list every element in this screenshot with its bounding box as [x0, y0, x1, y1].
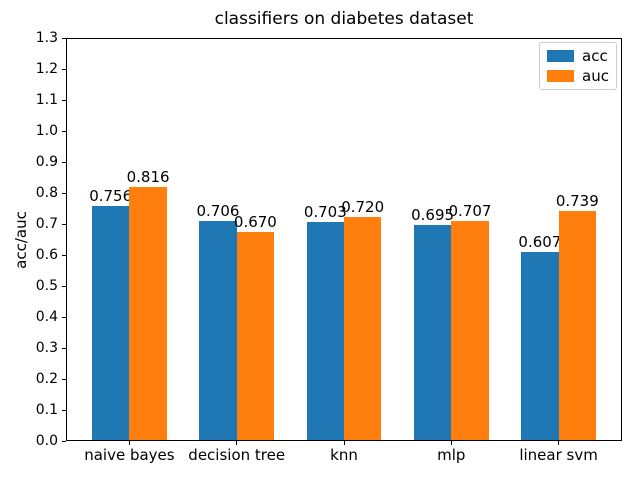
legend-entry-auc: auc — [547, 67, 609, 85]
x-tick-mark — [343, 441, 345, 445]
bar-auc-naive-bayes — [129, 187, 167, 440]
x-tick-mark — [128, 441, 130, 445]
bar-value-label-auc-mlp: 0.707 — [448, 201, 492, 220]
y-tick-label: 0.3 — [35, 340, 58, 356]
legend-label-auc: auc — [582, 67, 609, 85]
y-tick-mark — [62, 37, 66, 39]
x-tick-mark — [450, 441, 452, 445]
y-tick-mark — [62, 409, 66, 411]
y-tick-label: 0.2 — [35, 371, 58, 387]
y-tick-mark — [62, 223, 66, 225]
legend-label-acc: acc — [582, 47, 608, 65]
bar-acc-mlp — [413, 224, 452, 440]
bar-acc-naive-bayes — [92, 205, 130, 440]
x-tick-label-naive-bayes: naive bayes — [84, 446, 175, 464]
bar-acc-decision-tree — [199, 221, 237, 440]
y-tick-mark — [62, 316, 66, 318]
y-tick-mark — [62, 254, 66, 256]
bar-value-label-acc-decision-tree: 0.706 — [196, 202, 240, 221]
legend: acc auc — [539, 42, 617, 90]
x-tick-label-linear-svm: linear svm — [519, 446, 598, 464]
y-tick-mark — [62, 161, 66, 163]
bar-value-label-acc-naive-bayes: 0.756 — [89, 186, 133, 205]
y-tick-mark — [62, 130, 66, 132]
bar-auc-knn — [344, 216, 382, 440]
y-tick-label: 1.0 — [35, 123, 58, 139]
y-tick-mark — [62, 99, 66, 101]
bar-value-label-acc-linear-svm: 0.607 — [518, 232, 562, 251]
y-tick-label: 0.8 — [35, 185, 58, 201]
y-tick-mark — [62, 192, 66, 194]
legend-entry-acc: acc — [547, 47, 609, 65]
bar-auc-mlp — [451, 220, 489, 440]
x-tick-label-decision-tree: decision tree — [188, 446, 286, 464]
y-tick-mark — [62, 378, 66, 380]
y-tick-label: 1.2 — [35, 61, 58, 77]
y-tick-mark — [62, 285, 66, 287]
x-tick-label-knn: knn — [330, 446, 358, 464]
y-tick-label: 0.9 — [35, 154, 58, 170]
x-tick-mark — [558, 441, 560, 445]
y-tick-label: 0.0 — [35, 433, 58, 449]
bar-value-label-auc-decision-tree: 0.670 — [233, 213, 277, 232]
bar-value-label-auc-knn: 0.720 — [341, 197, 385, 216]
y-tick-label: 0.5 — [35, 278, 58, 294]
bar-acc-linear-svm — [521, 251, 559, 440]
bar-value-label-acc-knn: 0.703 — [303, 203, 347, 222]
bar-value-label-auc-linear-svm: 0.739 — [555, 191, 599, 210]
y-tick-label: 0.1 — [35, 402, 58, 418]
bar-value-label-auc-naive-bayes: 0.816 — [126, 168, 170, 187]
y-tick-label: 1.1 — [35, 92, 58, 108]
bar-acc-knn — [306, 222, 344, 440]
y-tick-mark — [62, 347, 66, 349]
bar-value-label-acc-mlp: 0.695 — [411, 205, 455, 224]
legend-swatch-acc-icon — [547, 50, 574, 62]
chart-title: classifiers on diabetes dataset — [214, 9, 474, 29]
y-tick-label: 0.6 — [35, 247, 58, 263]
y-tick-label: 1.3 — [35, 30, 58, 46]
y-tick-mark — [62, 68, 66, 70]
y-tick-mark — [62, 440, 66, 442]
bar-auc-linear-svm — [558, 210, 596, 440]
x-tick-label-mlp: mlp — [437, 446, 466, 464]
bar-auc-decision-tree — [236, 232, 275, 440]
legend-swatch-auc-icon — [547, 70, 574, 82]
y-tick-label: 0.7 — [35, 216, 58, 232]
y-tick-label: 0.4 — [35, 309, 58, 325]
x-tick-mark — [236, 441, 238, 445]
